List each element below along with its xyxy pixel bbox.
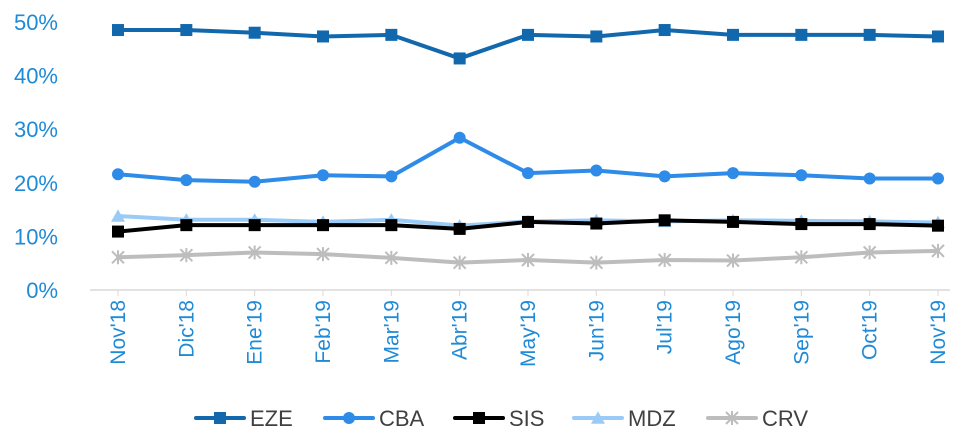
x-tick-label: Ene'19	[244, 300, 267, 365]
data-point-crv	[111, 250, 125, 265]
legend-marker	[725, 411, 739, 425]
x-tick-label: Nov'18	[107, 300, 130, 365]
y-tick-label: 30%	[14, 117, 58, 142]
data-point-sis	[795, 218, 808, 231]
data-point-mdz	[111, 209, 125, 222]
data-point-sis	[727, 215, 739, 228]
data-point-sis	[863, 218, 876, 231]
data-point-eze	[795, 28, 808, 41]
data-point-eze	[863, 28, 876, 41]
data-point-cba	[795, 169, 808, 182]
legend-item-sis: SIS	[453, 406, 544, 431]
series-sis	[112, 214, 944, 238]
data-point-crv	[247, 245, 262, 260]
series-crv	[111, 243, 945, 270]
data-point-cba	[180, 174, 193, 187]
data-point-cba	[522, 167, 534, 180]
data-point-eze	[727, 28, 739, 41]
data-point-eze	[453, 52, 466, 65]
data-point-crv	[452, 255, 467, 270]
data-point-eze	[522, 28, 534, 41]
data-point-cba	[317, 169, 329, 182]
legend-label-cba: CBA	[379, 406, 425, 431]
data-point-sis	[385, 219, 398, 232]
y-tick-label: 20%	[14, 171, 58, 196]
data-point-sis	[590, 217, 603, 230]
data-point-sis	[658, 214, 671, 227]
legend-marker	[343, 412, 355, 424]
y-tick-label: 40%	[14, 64, 58, 89]
data-point-sis	[112, 225, 124, 238]
legend-label-crv: CRV	[762, 406, 808, 431]
data-point-crv	[521, 252, 535, 267]
y-axis-labels: 0% 10% 20% 30% 40% 50%	[14, 10, 58, 303]
legend-label-eze: EZE	[250, 406, 293, 431]
legend-item-cba: CBA	[323, 406, 425, 431]
x-tick-label: May'19	[517, 300, 540, 367]
data-point-cba	[453, 131, 466, 144]
data-point-cba	[863, 172, 876, 185]
data-point-eze	[658, 24, 671, 37]
data-point-crv	[589, 255, 604, 270]
data-point-sis	[248, 219, 261, 232]
legend-label-sis: SIS	[509, 406, 544, 431]
legend-marker	[591, 411, 605, 424]
data-point-sis	[180, 219, 193, 232]
x-tick-label: Feb'19	[312, 300, 335, 364]
legend-label-mdz: MDZ	[628, 406, 676, 431]
data-point-crv	[384, 250, 399, 265]
x-tick-label: Oct'19	[859, 300, 882, 360]
series-cba	[112, 131, 944, 188]
legend-marker	[473, 412, 485, 424]
x-axis: Nov'18 Dic'18 Ene'19 Feb'19 Mar'19 Abr'19 May'…	[90, 289, 950, 367]
x-tick-label: Abr'19	[449, 300, 472, 360]
x-tick-label: Mar'19	[380, 300, 403, 364]
x-tick-label: Dic'18	[175, 300, 198, 358]
x-tick-label: Ago'19	[722, 300, 745, 365]
data-point-sis	[522, 215, 534, 228]
data-point-eze	[317, 30, 329, 43]
data-point-cba	[112, 168, 124, 181]
data-point-crv	[862, 245, 877, 260]
data-point-cba	[727, 167, 739, 180]
data-point-sis	[317, 219, 329, 232]
data-point-eze	[932, 30, 944, 43]
data-point-eze	[385, 28, 398, 41]
data-point-crv	[931, 243, 945, 258]
data-point-crv	[726, 253, 740, 268]
data-point-cba	[932, 172, 944, 185]
y-tick-label: 10%	[14, 224, 58, 249]
data-point-crv	[179, 248, 194, 263]
data-point-cba	[658, 170, 671, 183]
legend-item-crv: CRV	[706, 406, 808, 431]
data-point-eze	[590, 30, 603, 43]
series-eze	[112, 24, 944, 65]
data-point-eze	[112, 24, 124, 37]
legend-item-eze: EZE	[194, 406, 293, 431]
legend-item-mdz: MDZ	[572, 406, 676, 431]
x-tick-label: Jul'19	[654, 300, 677, 354]
legend: EZE CBA SIS MDZ CRV	[194, 406, 808, 431]
data-point-eze	[248, 26, 261, 39]
legend-marker	[214, 412, 226, 424]
y-tick-label: 0%	[26, 278, 58, 303]
series-layer	[111, 24, 945, 270]
data-point-crv	[316, 247, 330, 262]
data-point-sis	[932, 219, 944, 232]
data-point-eze	[180, 24, 193, 37]
data-point-crv	[657, 252, 672, 267]
y-tick-label: 50%	[14, 10, 58, 35]
data-point-crv	[794, 250, 809, 265]
x-tick-label: Nov'19	[927, 300, 950, 365]
data-point-sis	[453, 222, 466, 235]
data-point-cba	[385, 170, 398, 183]
data-point-cba	[590, 164, 603, 177]
data-point-cba	[248, 175, 261, 188]
x-tick-label: Sep'19	[790, 300, 813, 365]
x-tick-label: Jun'19	[585, 300, 608, 361]
